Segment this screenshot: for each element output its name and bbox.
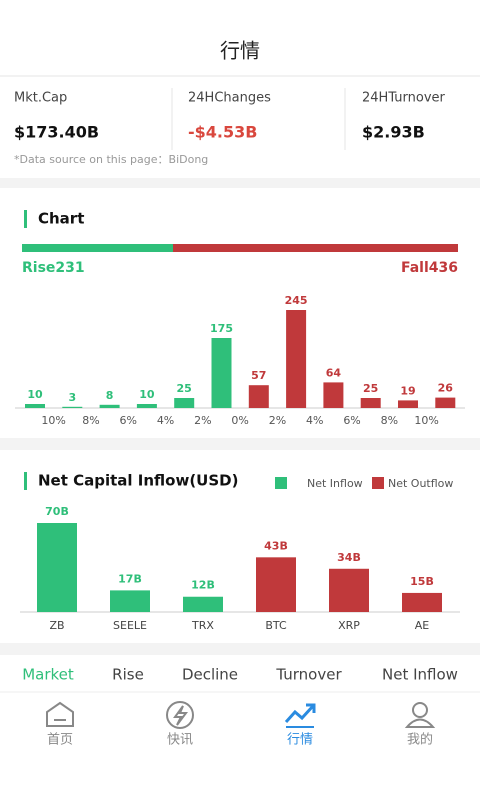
bar <box>62 406 83 408</box>
category-label: BTC <box>265 619 287 632</box>
market-icon[interactable] <box>284 703 316 728</box>
bar <box>435 397 456 408</box>
news-icon[interactable] <box>166 701 194 729</box>
bar <box>323 382 344 408</box>
bar <box>248 385 269 408</box>
edge-label: 2% <box>269 414 286 427</box>
value-label: 10 <box>27 388 43 401</box>
bar <box>99 404 120 408</box>
section-title: Net Capital Inflow(USD) <box>38 472 238 490</box>
rise-bar <box>22 244 173 252</box>
stat-value: $173.40B <box>14 123 99 142</box>
value-label: 3 <box>68 391 76 404</box>
bar <box>110 590 150 612</box>
bar <box>183 596 223 612</box>
value-label: 26 <box>438 382 454 395</box>
section-marker <box>24 472 27 490</box>
legend-swatch <box>372 477 384 489</box>
value-label: 245 <box>285 294 308 307</box>
bar <box>25 404 45 408</box>
tab[interactable]: Market <box>22 666 74 684</box>
stat-label: Mkt.Cap <box>14 91 67 106</box>
rise-label: Rise231 <box>22 260 85 276</box>
edge-label: 10% <box>414 414 438 427</box>
section-marker <box>24 210 27 228</box>
source-note: *Data source on this page：BiDong <box>14 153 208 166</box>
profile-icon[interactable] <box>404 702 436 728</box>
legend-label: Net Inflow <box>307 477 363 490</box>
stat-label: 24HChanges <box>188 91 271 106</box>
value-label: 34B <box>337 551 361 564</box>
fall-label: Fall436 <box>401 260 458 276</box>
category-label: ZB <box>49 619 64 632</box>
bar <box>37 523 77 612</box>
stat-label: 24HTurnover <box>362 91 446 106</box>
stat-value: -$4.53B <box>188 123 257 142</box>
value-label: 25 <box>363 382 378 395</box>
edge-label: 4% <box>157 414 174 427</box>
fall-bar <box>172 244 458 252</box>
edge-label: 10% <box>41 414 65 427</box>
value-label: 57 <box>251 369 266 382</box>
bar <box>398 400 418 408</box>
value-label: 25 <box>177 382 192 395</box>
separator <box>0 643 480 655</box>
stat-value: $2.93B <box>362 123 425 142</box>
category-label: TRX <box>191 619 214 632</box>
bar <box>174 398 195 408</box>
bar <box>329 568 369 612</box>
edge-label: 4% <box>306 414 323 427</box>
value-label: 15B <box>410 575 434 588</box>
nav-label[interactable]: 首页 <box>47 733 73 748</box>
edge-label: 8% <box>381 414 398 427</box>
tab[interactable]: Rise <box>112 666 144 684</box>
nav-label[interactable]: 快讯 <box>167 733 193 748</box>
edge-label: 2% <box>194 414 211 427</box>
tab[interactable]: Turnover <box>275 666 342 684</box>
header-title: 行情 <box>220 39 260 63</box>
edge-label: 6% <box>120 414 137 427</box>
value-label: 70B <box>45 505 69 518</box>
legend-swatch <box>275 477 287 489</box>
bar <box>256 557 296 612</box>
tab[interactable]: Net Inflow <box>382 666 458 684</box>
bar <box>402 592 442 612</box>
bar <box>360 398 381 408</box>
value-label: 8 <box>106 389 114 402</box>
value-label: 17B <box>118 572 142 585</box>
edge-label: 6% <box>343 414 360 427</box>
nav-label[interactable]: 行情 <box>287 733 313 748</box>
value-label: 43B <box>264 539 288 552</box>
category-label: XRP <box>338 619 360 632</box>
section-title: Chart <box>38 210 84 228</box>
separator <box>0 438 480 450</box>
value-label: 19 <box>400 384 415 397</box>
category-label: SEELE <box>113 619 147 632</box>
value-label: 64 <box>326 366 342 379</box>
nav-label[interactable]: 我的 <box>407 732 433 748</box>
bar <box>136 404 157 408</box>
separator <box>0 178 480 188</box>
home-icon[interactable] <box>46 701 74 727</box>
value-label: 10 <box>139 388 155 401</box>
legend-label: Net Outflow <box>388 477 453 490</box>
value-label: 12B <box>191 579 215 592</box>
category-label: AE <box>415 619 430 632</box>
bar <box>286 310 307 408</box>
bar <box>211 338 232 408</box>
edge-label: 8% <box>82 414 99 427</box>
tab[interactable]: Decline <box>182 666 238 684</box>
edge-label: 0% <box>231 414 248 427</box>
value-label: 175 <box>210 322 233 335</box>
